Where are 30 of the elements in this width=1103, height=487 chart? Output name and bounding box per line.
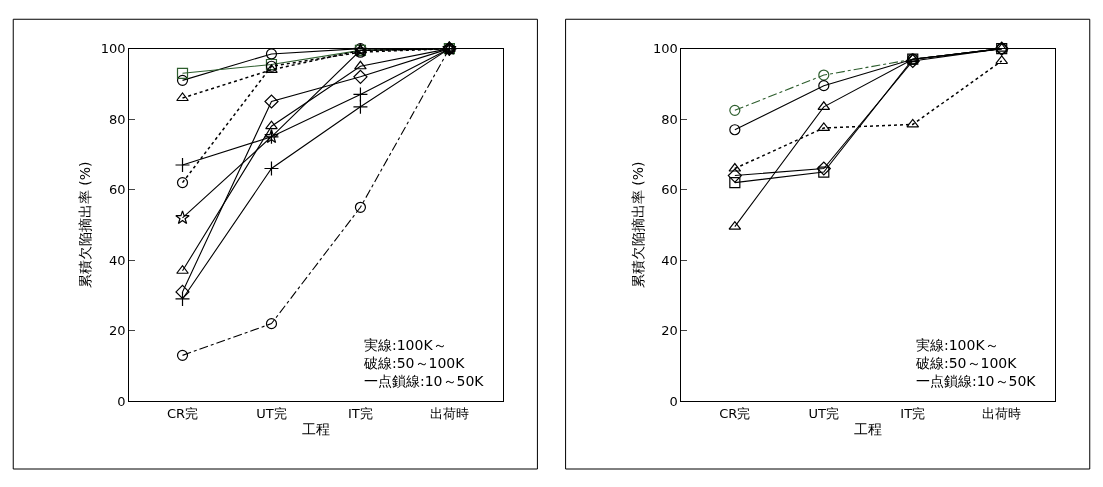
x-axis-title: 工程	[301, 421, 330, 438]
y-tick-label: 0	[669, 393, 678, 409]
y-tick-label: 0	[117, 393, 126, 409]
y-tick-label: 20	[661, 323, 678, 339]
annotation: 実線:100K～	[916, 337, 999, 353]
x-tick-label: CR完	[719, 405, 751, 421]
y-tick-label: 40	[108, 252, 126, 268]
x-axis-title: 工程	[854, 421, 883, 438]
x-tick-label: 出荷時	[982, 405, 1022, 421]
annotation: 一点鎖線:10～50K	[916, 373, 1037, 390]
x-tick-label: UT完	[808, 405, 840, 421]
y-tick-label: 40	[661, 252, 678, 268]
y-tick-label: 20	[108, 323, 126, 339]
y-tick-label: 60	[661, 182, 678, 198]
x-tick-label: IT完	[348, 405, 373, 421]
x-tick-label: UT完	[256, 405, 287, 421]
annotation: 実線:100K～	[364, 337, 447, 353]
annotation: 一点鎖線:10～50K	[364, 373, 485, 390]
y-tick-label: 80	[108, 111, 126, 127]
y-tick-label: 80	[661, 111, 678, 127]
y-tick-label: 60	[108, 182, 126, 198]
annotation: 破線:50～100K	[915, 355, 1018, 372]
y-axis-title: 累積欠陥摘出率 (%)	[629, 161, 646, 289]
annotation: 破線:50～100K	[363, 355, 466, 372]
x-tick-label: IT完	[900, 405, 926, 421]
y-axis-title: 累積欠陥摘出率 (%)	[77, 161, 94, 289]
x-tick-label: 出荷時	[429, 405, 469, 421]
x-tick-label: CR完	[166, 405, 199, 421]
y-tick-label: 100	[100, 41, 126, 57]
y-tick-label: 100	[653, 41, 678, 57]
